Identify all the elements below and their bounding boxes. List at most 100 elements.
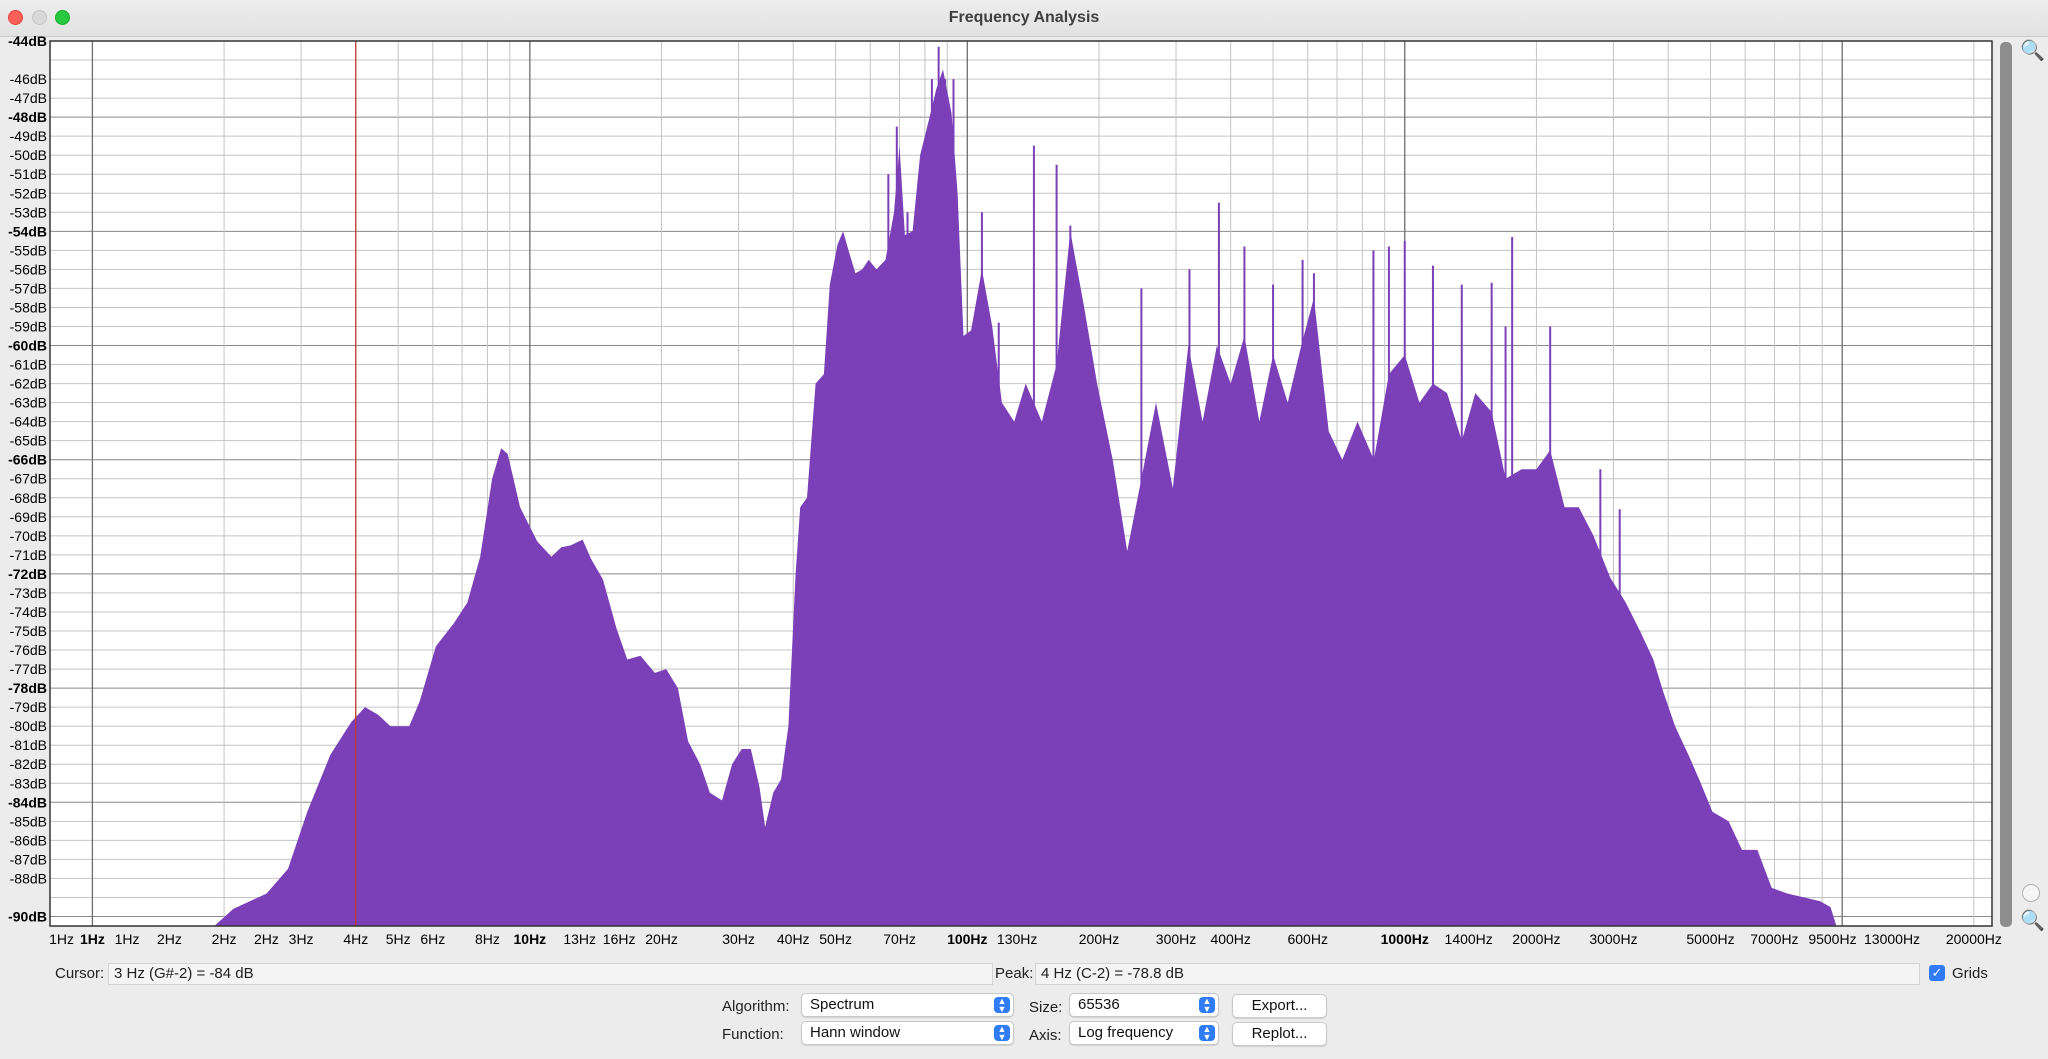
x-tick-label: 13Hz	[563, 931, 596, 947]
maximize-window-button[interactable]	[55, 10, 70, 25]
function-select-value: Hann window	[810, 1024, 901, 1041]
algorithm-select[interactable]: Spectrum ▲ ▼	[801, 993, 1014, 1017]
x-tick-label: 70Hz	[883, 931, 916, 947]
x-tick-label: 1Hz	[115, 931, 140, 947]
algorithm-label: Algorithm:	[722, 998, 790, 1015]
y-tick-label: -66dB	[8, 452, 47, 468]
y-tick-label: -71dB	[10, 547, 47, 563]
y-tick-label: -88dB	[10, 870, 47, 886]
y-tick-label: -77dB	[10, 661, 47, 677]
x-tick-label: 3000Hz	[1589, 931, 1637, 947]
zoom-in-icon[interactable]: 🔍	[2020, 40, 2045, 62]
y-tick-label: -49dB	[10, 128, 47, 144]
peak-label: Peak:	[995, 965, 1034, 982]
y-axis-labels: -44dB -46dB -47dB -48dB -49dB -50dB -51dB -52dB…	[8, 36, 47, 924]
close-window-button[interactable]	[8, 10, 23, 25]
y-tick-label: -55dB	[10, 242, 47, 258]
x-tick-label: 200Hz	[1079, 931, 1119, 947]
spectrum-fill	[214, 69, 1837, 926]
spectrum-plot[interactable]: -44dB -46dB -47dB -48dB -49dB -50dB -51dB -52dB…	[0, 36, 2048, 956]
zoom-slider-handle[interactable]	[2022, 884, 2040, 902]
y-tick-label: -62dB	[10, 376, 47, 392]
algorithm-select-value: Spectrum	[810, 996, 875, 1013]
y-tick-label: -56dB	[10, 261, 47, 277]
cursor-label: Cursor:	[55, 965, 105, 982]
y-tick-label: -67dB	[10, 471, 47, 487]
y-tick-label: -73dB	[10, 585, 47, 601]
title-bar: Frequency Analysis	[0, 0, 2048, 37]
x-tick-label: 400Hz	[1210, 931, 1250, 947]
x-tick-label: 1400Hz	[1445, 931, 1493, 947]
y-tick-label: -83dB	[10, 775, 47, 791]
chevron-updown-icon: ▲ ▼	[1199, 1025, 1215, 1042]
chevron-updown-icon: ▲ ▼	[994, 997, 1010, 1014]
x-tick-label: 4Hz	[343, 931, 368, 947]
y-tick-label: -69dB	[10, 509, 47, 525]
y-tick-label: -80dB	[10, 718, 47, 734]
window-title: Frequency Analysis	[948, 9, 1100, 26]
grids-label: Grids	[1952, 965, 1988, 982]
x-tick-label: 2Hz	[254, 931, 279, 947]
y-tick-label: -51dB	[10, 166, 47, 182]
minimize-window-button[interactable]	[32, 10, 47, 25]
size-select[interactable]: 65536 ▲ ▼	[1069, 993, 1219, 1017]
x-axis-labels: 1Hz 1Hz 1Hz 2Hz 2Hz 2Hz 3Hz 4Hz 5Hz 6Hz 8Hz 10Hz 13H…	[49, 931, 2002, 947]
y-tick-label: -85dB	[10, 813, 47, 829]
y-tick-label: -63dB	[10, 395, 47, 411]
y-tick-label: -90dB	[8, 908, 47, 924]
y-tick-label: -52dB	[10, 185, 47, 201]
y-tick-label: -68dB	[10, 490, 47, 506]
x-tick-label: 300Hz	[1156, 931, 1196, 947]
x-tick-label: 20Hz	[645, 931, 678, 947]
zoom-out-icon[interactable]: 🔍	[2020, 910, 2045, 932]
x-tick-label: 16Hz	[603, 931, 636, 947]
x-tick-label: 8Hz	[475, 931, 500, 947]
x-tick-label: 3Hz	[289, 931, 314, 947]
y-tick-label: -86dB	[10, 832, 47, 848]
size-select-value: 65536	[1078, 996, 1120, 1013]
y-tick-label: -44dB	[8, 36, 47, 49]
axis-select-value: Log frequency	[1078, 1024, 1174, 1041]
y-tick-label: -79dB	[10, 699, 47, 715]
peak-readout: 4 Hz (C-2) = -78.8 dB	[1035, 963, 1920, 985]
x-tick-label: 10Hz	[514, 931, 547, 947]
y-tick-label: -81dB	[10, 737, 47, 753]
axis-select[interactable]: Log frequency ▲ ▼	[1069, 1021, 1219, 1045]
x-tick-label: 5Hz	[386, 931, 411, 947]
x-tick-label: 30Hz	[722, 931, 755, 947]
x-tick-label: 6Hz	[420, 931, 445, 947]
y-tick-label: -53dB	[10, 204, 47, 220]
y-tick-label: -74dB	[10, 604, 47, 620]
function-select[interactable]: Hann window ▲ ▼	[801, 1021, 1014, 1045]
x-tick-label: 2Hz	[212, 931, 237, 947]
y-tick-label: -58dB	[10, 299, 47, 315]
y-tick-label: -57dB	[10, 280, 47, 296]
x-tick-label: 1Hz	[80, 931, 105, 947]
grids-checkbox[interactable]: ✓	[1929, 965, 1945, 981]
y-tick-label: -64dB	[10, 414, 47, 430]
y-tick-label: -54dB	[8, 223, 47, 239]
replot-button[interactable]: Replot...	[1232, 1022, 1327, 1046]
x-tick-label: 600Hz	[1287, 931, 1327, 947]
y-tick-label: -48dB	[8, 109, 47, 125]
x-tick-label: 9500Hz	[1808, 931, 1856, 947]
y-tick-label: -50dB	[10, 147, 47, 163]
x-tick-label: 50Hz	[819, 931, 852, 947]
x-tick-label: 13000Hz	[1864, 931, 1920, 947]
y-tick-label: -47dB	[10, 90, 47, 106]
x-tick-label: 7000Hz	[1750, 931, 1798, 947]
x-tick-label: 1Hz	[49, 931, 74, 947]
x-tick-label: 1000Hz	[1381, 931, 1429, 947]
y-tick-label: -61dB	[10, 357, 47, 373]
cursor-readout: 3 Hz (G#-2) = -84 dB	[108, 963, 993, 985]
x-tick-label: 2Hz	[157, 931, 182, 947]
y-tick-label: -46dB	[10, 71, 47, 87]
y-tick-label: -78dB	[8, 680, 47, 696]
spectrum-area	[214, 46, 1837, 926]
vertical-scrollbar[interactable]	[2000, 42, 2012, 927]
x-tick-label: 2000Hz	[1512, 931, 1560, 947]
y-tick-label: -72dB	[8, 566, 47, 582]
export-button[interactable]: Export...	[1232, 994, 1327, 1018]
y-tick-label: -84dB	[8, 794, 47, 810]
axis-label: Axis:	[1029, 1027, 1062, 1044]
